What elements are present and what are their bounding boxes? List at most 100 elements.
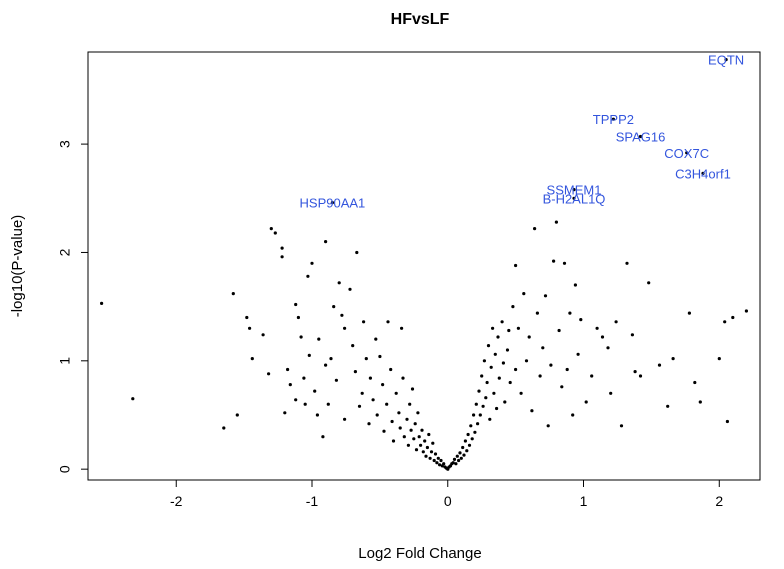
x-tick-label: 1	[580, 493, 588, 509]
data-point	[353, 370, 357, 374]
data-point	[439, 458, 443, 463]
data-point	[579, 318, 583, 322]
data-point	[375, 413, 379, 417]
data-point	[412, 437, 416, 441]
data-point	[442, 462, 446, 466]
data-point	[413, 422, 417, 426]
data-point	[332, 305, 336, 309]
data-point	[744, 309, 749, 313]
data-point	[489, 365, 493, 369]
data-point	[472, 413, 476, 417]
data-point	[590, 374, 594, 378]
data-point	[343, 326, 347, 330]
data-point	[357, 404, 362, 408]
data-point	[571, 413, 575, 417]
data-point	[533, 227, 537, 231]
data-point	[410, 387, 415, 391]
data-point	[462, 453, 466, 457]
data-point	[294, 398, 298, 402]
data-point	[261, 333, 265, 337]
data-point	[310, 261, 314, 265]
gene-label: COX7C	[664, 146, 709, 161]
data-point	[364, 357, 368, 361]
data-point	[505, 348, 510, 352]
data-point	[625, 261, 629, 265]
data-point	[432, 458, 436, 463]
data-point	[421, 450, 425, 454]
data-point	[488, 417, 492, 421]
data-point	[609, 391, 613, 395]
y-tick-label: 1	[57, 357, 73, 365]
data-point	[397, 411, 401, 415]
data-point	[496, 335, 500, 339]
data-point	[481, 404, 485, 408]
labeled-point	[701, 171, 705, 175]
data-point	[414, 448, 419, 452]
data-point	[467, 443, 472, 447]
data-point	[497, 376, 501, 380]
y-tick-label: 3	[57, 140, 73, 148]
data-point	[457, 458, 461, 463]
data-point	[235, 413, 239, 417]
data-point	[473, 430, 477, 434]
data-point	[222, 426, 226, 430]
data-point	[508, 380, 512, 385]
data-point	[340, 313, 344, 317]
data-point	[288, 383, 292, 387]
data-point	[630, 333, 635, 337]
data-point	[452, 457, 457, 461]
data-point	[458, 451, 462, 455]
data-point	[565, 367, 569, 372]
data-point	[463, 439, 467, 443]
y-axis: 0 1 2 3	[57, 140, 88, 473]
gene-label: B-H2AL1Q	[543, 191, 606, 206]
data-point	[433, 452, 438, 456]
data-point	[306, 274, 310, 278]
gene-label: HSP90AA1	[300, 196, 366, 211]
x-tick-label: 2	[715, 493, 723, 509]
data-point	[381, 383, 385, 387]
data-point	[131, 397, 135, 401]
data-point	[461, 445, 465, 450]
data-points	[100, 220, 749, 471]
data-point	[435, 461, 439, 465]
data-point	[408, 402, 412, 406]
data-point	[503, 400, 507, 404]
gene-label: C3H4orf1	[675, 166, 731, 181]
data-point	[231, 292, 235, 296]
data-point	[474, 402, 478, 406]
data-point	[541, 346, 545, 350]
data-point	[321, 435, 325, 439]
data-point	[362, 320, 366, 324]
data-point	[416, 411, 420, 415]
chart-title: HFvsLF	[391, 11, 450, 28]
labeled-point	[638, 134, 643, 139]
data-point	[286, 367, 290, 372]
data-point	[398, 426, 402, 430]
data-point	[425, 445, 429, 450]
data-point	[619, 424, 624, 428]
data-point	[500, 320, 504, 324]
data-point	[725, 419, 730, 424]
data-point	[315, 413, 319, 417]
data-point	[501, 361, 505, 365]
data-point	[486, 344, 491, 348]
data-point	[671, 357, 675, 361]
data-point	[436, 456, 440, 460]
data-point	[250, 357, 254, 361]
data-point	[546, 424, 550, 428]
data-point	[294, 302, 298, 307]
data-point	[731, 315, 735, 320]
data-point	[390, 419, 394, 424]
data-point	[402, 435, 406, 439]
gene-label: EQTN	[708, 53, 744, 68]
data-point	[514, 263, 518, 268]
data-point	[245, 315, 249, 320]
data-point	[584, 400, 588, 404]
data-point	[313, 389, 317, 393]
data-point	[524, 359, 529, 363]
y-tick-label: 2	[57, 248, 73, 256]
data-point	[717, 357, 721, 361]
data-point	[389, 367, 393, 372]
